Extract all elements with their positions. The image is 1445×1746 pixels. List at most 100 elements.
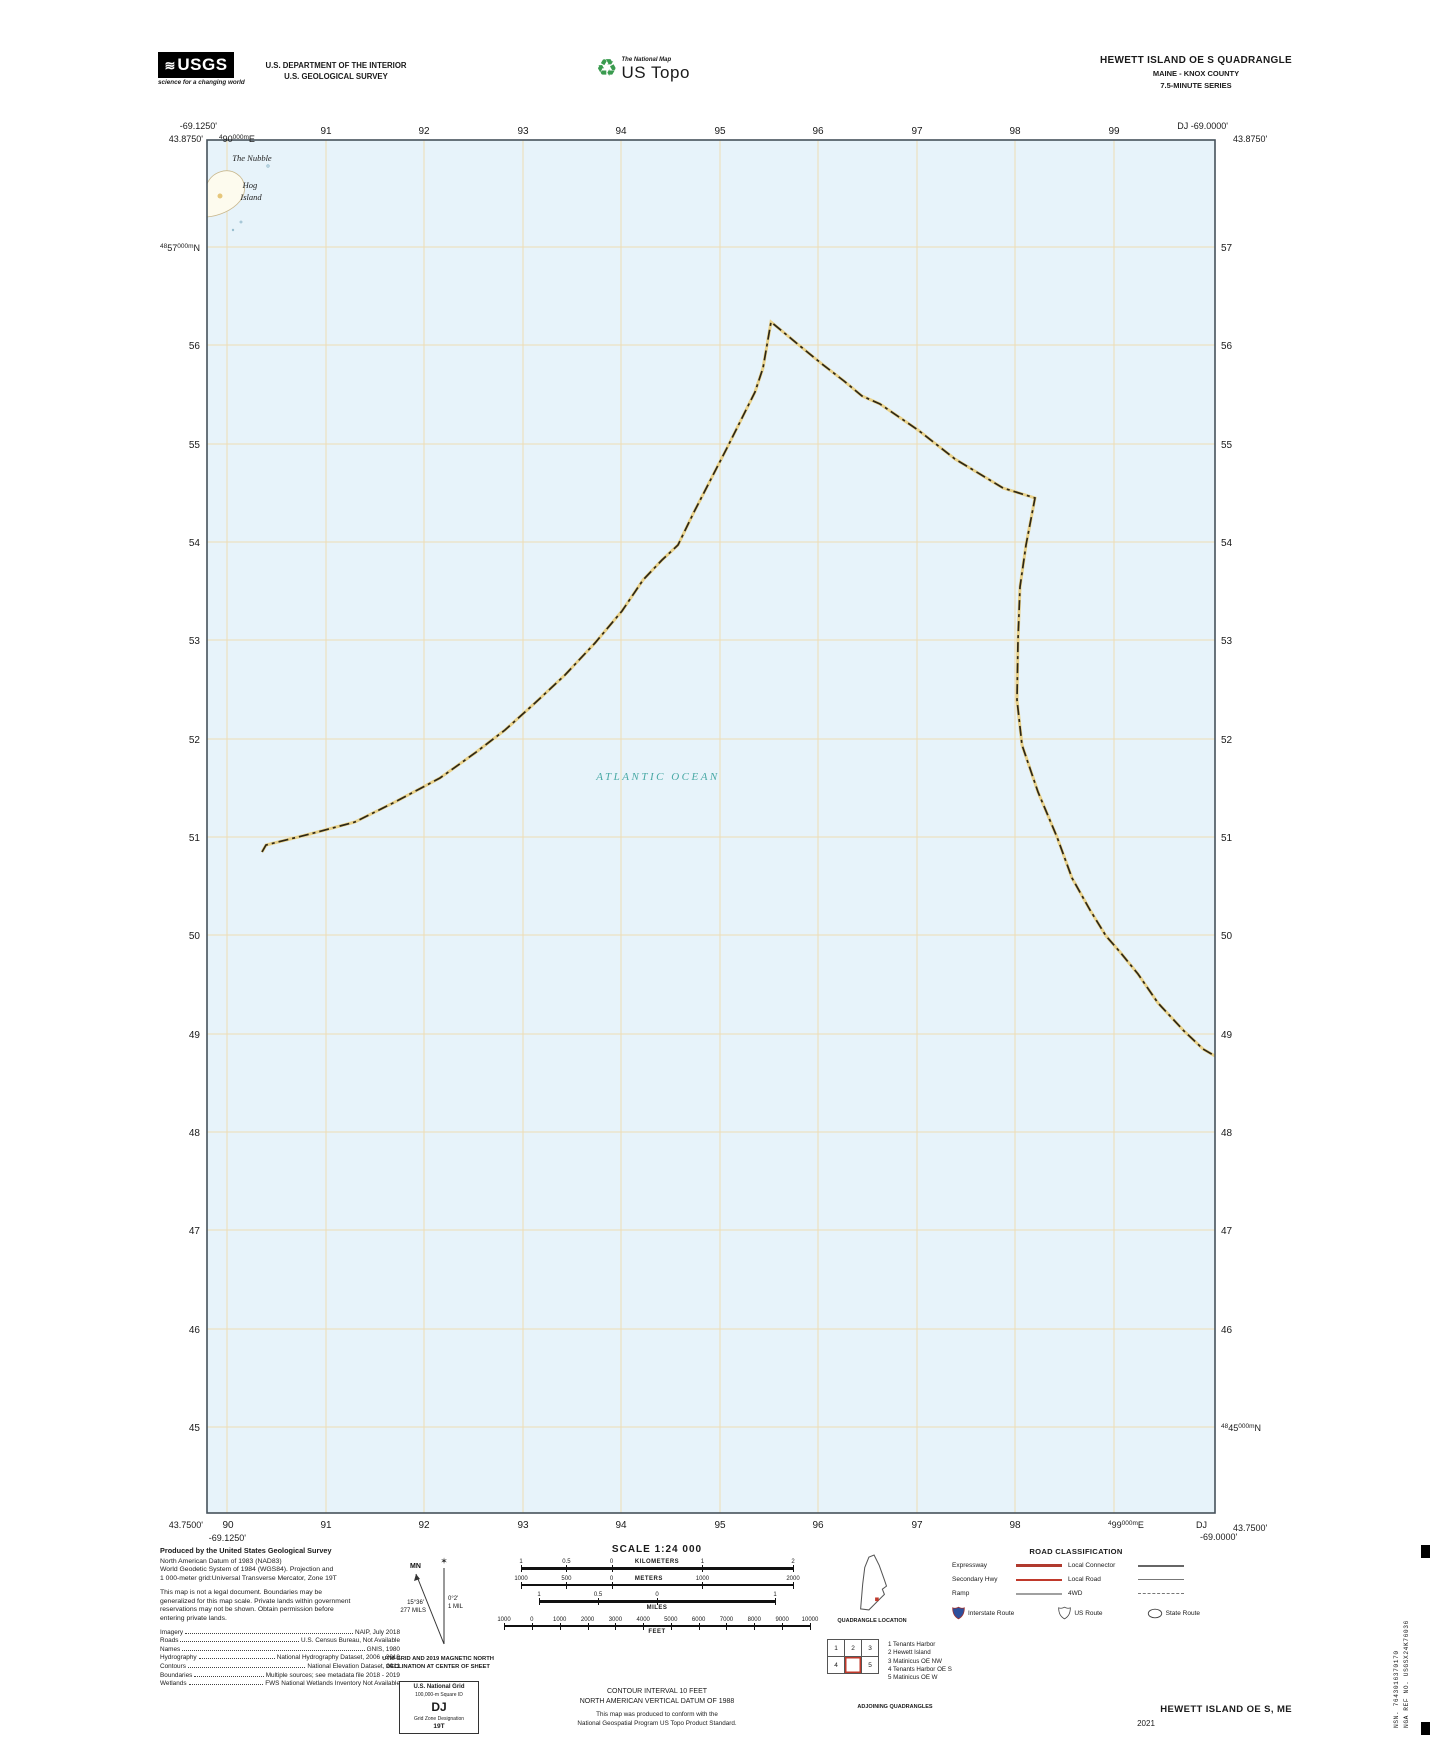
corner-coordinate-label: -69.0000' <box>1200 1532 1238 1542</box>
usgs-logo-box: ≋ USGS <box>158 52 234 78</box>
grid-tick-right: 50 <box>1221 931 1233 942</box>
source-label: Imagery <box>160 1628 184 1636</box>
nsn-number: NSN. 7643016370170 <box>1393 1650 1400 1728</box>
legal-line: entering private lands. <box>160 1614 227 1622</box>
produced-by-title: Produced by the United States Geological… <box>160 1546 332 1555</box>
hog-island <box>206 170 245 218</box>
grid-tick-right: 46 <box>1221 1325 1233 1336</box>
quadrangle-subtitle-county: MAINE - KNOX COUNTY <box>1152 69 1240 78</box>
legal-notes: This map is not a legal document. Bounda… <box>160 1589 400 1624</box>
mn-declination-mils: 277 MILS <box>400 1608 426 1614</box>
legal-line: generalized for this map scale. Private … <box>160 1597 351 1605</box>
adjoining-cell: 1 <box>827 1639 845 1657</box>
department-heading: U.S. DEPARTMENT OF THE INTERIOR U.S. GEO… <box>246 60 426 82</box>
source-row: Contours National Elevation Dataset, 2011 <box>160 1663 400 1672</box>
road-classification-title: ROAD CLASSIFICATION <box>1029 1547 1123 1556</box>
us-topo-label: US Topo <box>621 63 690 82</box>
data-sources-list: Imagery NAIP, July 2018 Roads U.S. Census B… <box>160 1629 400 1689</box>
grid-tick-bottom: 95 <box>714 1520 726 1531</box>
vertical-datum: NORTH AMERICAN VERTICAL DATUM OF 1988 <box>579 1697 735 1705</box>
grid-tick-bottom: 91 <box>320 1520 332 1531</box>
grid-tick-left: 51 <box>189 833 201 844</box>
route-shield-label: US Route <box>1074 1609 1103 1617</box>
scale-bar-kilometers: 1 0.5 0 1 2 KILOMETERS <box>519 1559 795 1572</box>
route-shield-item: Interstate Route <box>952 1606 1014 1620</box>
road-type-label: Expressway <box>952 1562 988 1569</box>
grid-tick-left: 45 <box>189 1423 201 1434</box>
usgs-wave-icon: ≋ <box>164 57 176 73</box>
registration-mark <box>1421 1722 1430 1735</box>
grid-tick-left: 49 <box>189 1030 201 1041</box>
source-value: FWS National Wetlands Inventory Not Avai… <box>265 1680 400 1688</box>
corner-coordinate-label: 43.8750' <box>169 134 204 144</box>
grid-tick-top: 95 <box>714 126 726 137</box>
road-legend-rows: Expressway Local Connector Secondary Hwy Lo… <box>952 1562 1200 1597</box>
datum-line: North American Datum of 1983 (NAD83) <box>160 1557 282 1565</box>
corner-coordinate-label: 490000mE <box>219 134 255 144</box>
usgs-logo-text: USGS <box>177 55 228 74</box>
scale-bar-miles: 1 0.5 0 1 MILES <box>537 1592 777 1611</box>
source-label: Contours <box>160 1663 186 1670</box>
dotted-leader <box>182 1649 365 1651</box>
corner-coordinate-label: 43.7500' <box>169 1520 204 1530</box>
gn-declination-mils: 1 MIL <box>448 1604 464 1610</box>
adjoining-quadrangles-caption: ADJOINING QUADRANGLES <box>857 1704 933 1710</box>
boundary-line <box>261 320 1216 1057</box>
dotted-leader <box>194 1675 264 1677</box>
map-neatline <box>206 139 1216 1514</box>
grid-tick-right: 47 <box>1221 1226 1233 1237</box>
corner-coordinate-label: 4845000mN <box>1221 1423 1261 1433</box>
grid-tick-top: 93 <box>517 126 529 137</box>
adjoining-quad-name: 5 Matinicus OE W <box>888 1674 938 1682</box>
grid-tick-left: 53 <box>189 636 201 647</box>
grid-tick-left: 54 <box>189 538 201 549</box>
adjoining-quad-name: 1 Tenants Harbor <box>888 1641 936 1648</box>
corner-coordinate-label: -69.1250' <box>180 121 218 131</box>
islet-speck <box>239 220 243 224</box>
adjoining-cell: 5 <box>861 1656 879 1674</box>
catalog-numbers: NSN. 7643016370170 NGA REF NO. USGSX24K7… <box>1392 1552 1412 1728</box>
national-map-icon: ♻ <box>596 55 618 82</box>
hog-island-label: Hog <box>242 180 258 190</box>
sheet-title: HEWETT ISLAND OE S, ME <box>1160 1704 1292 1715</box>
source-label: Hydrography <box>160 1654 197 1662</box>
datum-notes: North American Datum of 1983 (NAD83) Worl… <box>160 1558 400 1584</box>
legal-line: This map is not a legal document. Bounda… <box>160 1588 323 1596</box>
corner-coordinate-label: 43.7500' <box>1233 1523 1268 1533</box>
contour-notes: CONTOUR INTERVAL 10 FEET NORTH AMERICAN … <box>492 1687 822 1728</box>
nga-ref-number: NGA REF NO. USGSX24K76036 <box>1403 1620 1410 1728</box>
scale-block: SCALE 1:24 000 1 0.5 0 1 2 KILOMETERS 1000 500 0… <box>492 1544 822 1641</box>
usng-box: U.S. National Grid 100,000-m Square ID D… <box>399 1681 479 1734</box>
true-north-star: ✶ <box>440 1556 448 1566</box>
us-route-shield-icon <box>1058 1606 1072 1620</box>
route-shield-label: State Route <box>1165 1609 1200 1617</box>
nubble-label: The Nubble <box>232 153 272 163</box>
maine-outline <box>860 1554 888 1611</box>
corner-coordinate-label: DJ -69.0000' <box>1177 121 1228 131</box>
registration-mark <box>1421 1545 1430 1558</box>
grid-tick-left: 47 <box>189 1226 201 1237</box>
islet-speck <box>266 164 270 168</box>
road-type-label: Local Road <box>1068 1576 1101 1583</box>
road-type-label: Local Connector <box>1068 1562 1116 1569</box>
island-clearing <box>217 193 223 199</box>
ocean-label: ATLANTIC OCEAN <box>595 771 720 783</box>
declination-diagram: ✶ MN 15°36' 277 MILS 0°2' 1 MIL <box>400 1556 464 1645</box>
datum-line: World Geodetic System of 1984 (WGS84). P… <box>160 1566 334 1574</box>
dotted-leader <box>198 1658 275 1660</box>
road-type-label: Secondary Hwy <box>952 1576 998 1583</box>
dotted-leader <box>180 1641 299 1643</box>
dotted-leader <box>185 1632 353 1634</box>
adjoining-quad-name: 4 Tenants Harbor OE S <box>888 1665 952 1673</box>
grid-tick-right: 53 <box>1221 636 1233 647</box>
usng-subtitle: 100,000-m Square ID <box>415 1692 463 1698</box>
dotted-leader <box>187 1667 306 1668</box>
quadrangle-location-caption: QUADRANGLE LOCATION <box>837 1618 907 1624</box>
state-route-oval-icon <box>1147 1608 1162 1618</box>
road-line-sample-connector <box>1138 1564 1184 1567</box>
islet-speck <box>231 228 235 232</box>
source-row: Boundaries Multiple sources; see metadata… <box>160 1672 400 1681</box>
grid-tick-bottom: 93 <box>517 1520 529 1531</box>
road-line-sample-expressway <box>1016 1564 1062 1567</box>
